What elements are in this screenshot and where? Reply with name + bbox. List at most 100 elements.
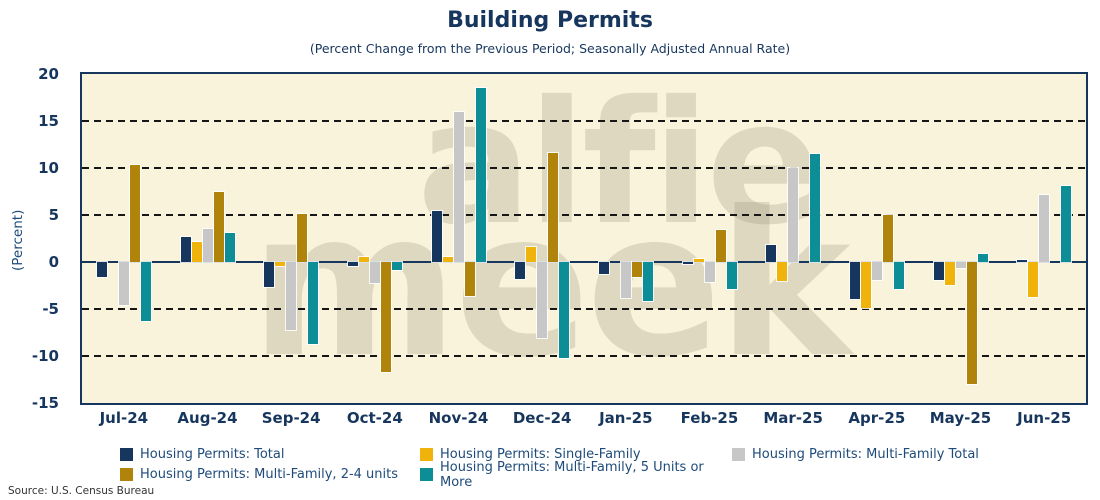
bar-Oct-24-series2: [369, 262, 380, 283]
bar-Jan-25-series2: [620, 262, 631, 298]
y-tick-20: 20: [38, 65, 59, 83]
bar-May-25-series0: [933, 262, 944, 280]
bar-Nov-24-series1: [442, 257, 453, 262]
bar-Oct-24-series3: [380, 262, 391, 372]
bar-Sep-24-series3: [297, 214, 308, 262]
legend-label: Housing Permits: Single-Family: [440, 447, 641, 462]
bar-Mar-25-series2: [788, 168, 799, 262]
legend-color-chip: [732, 448, 745, 461]
bar-Jan-25-series3: [631, 262, 642, 278]
y-tick-15: 15: [38, 112, 59, 130]
bar-Jul-24-series3: [129, 165, 140, 262]
bar-Sep-24-series0: [264, 262, 275, 288]
bar-Jul-24-series2: [118, 262, 129, 306]
bar-Dec-24-series2: [537, 262, 548, 339]
chart-subtitle: (Percent Change from the Previous Period…: [309, 41, 791, 56]
legend-item-series3: Housing Permits: Multi-Family, 2-4 units: [120, 466, 420, 483]
bar-Mar-25-series1: [777, 262, 788, 281]
bar-Jun-25-series1: [1028, 262, 1039, 297]
bar-Jun-25-series2: [1039, 195, 1050, 262]
bar-Mar-25-series0: [766, 245, 777, 262]
bar-Feb-25-series0: [682, 262, 693, 264]
bar-Apr-25-series4: [893, 262, 904, 290]
legend-label: Housing Permits: Multi-Family Total: [752, 447, 979, 462]
x-tick-May-25: May-25: [929, 409, 992, 427]
x-tick-Mar-25: Mar-25: [763, 409, 823, 427]
legend-item-series2: Housing Permits: Multi-Family Total: [732, 446, 979, 463]
bar-Feb-25-series2: [704, 262, 715, 282]
source-note: Source: U.S. Census Bureau: [8, 485, 155, 497]
bar-May-25-series1: [944, 262, 955, 285]
x-tick-Apr-25: Apr-25: [848, 409, 906, 427]
y-tick--10: -10: [31, 347, 59, 365]
gridline-10: [82, 167, 1086, 169]
x-tick-Jun-25: Jun-25: [1017, 409, 1072, 427]
bar-Apr-25-series0: [849, 262, 860, 299]
bar-Aug-24-series4: [224, 232, 235, 262]
bar-Oct-24-series4: [391, 262, 402, 271]
bar-Nov-24-series4: [475, 88, 486, 262]
x-tick-Jan-25: Jan-25: [599, 409, 653, 427]
gridline-15: [82, 120, 1086, 122]
plot-area: alfie meek: [80, 72, 1088, 405]
zero-axis-line: [82, 261, 1086, 263]
bar-Oct-24-series1: [358, 257, 369, 262]
gridline-5: [82, 214, 1086, 216]
legend-label: Housing Permits: Total: [140, 447, 285, 462]
y-axis-title: (Percent): [10, 209, 26, 271]
x-tick-Nov-24: Nov-24: [428, 409, 489, 427]
legend-item-series0: Housing Permits: Total: [120, 446, 420, 463]
y-tick-5: 5: [48, 206, 59, 224]
bar-Nov-24-series0: [431, 211, 442, 262]
legend-item-series4: Housing Permits: Multi-Family, 5 Units o…: [420, 460, 732, 490]
bar-Feb-25-series3: [715, 230, 726, 262]
bar-Aug-24-series1: [191, 242, 202, 262]
bar-Aug-24-series3: [213, 192, 224, 262]
bar-Jul-24-series4: [140, 262, 151, 322]
bar-Apr-25-series1: [860, 262, 871, 309]
legend: Housing Permits: Total Housing Permits: S…: [120, 446, 979, 490]
legend-label: Housing Permits: Multi-Family, 2-4 units: [140, 467, 399, 482]
chart-title: Building Permits: [447, 8, 653, 33]
bar-May-25-series4: [977, 253, 988, 262]
bar-Dec-24-series1: [526, 246, 537, 262]
legend-color-chip: [120, 448, 133, 461]
bar-Feb-25-series4: [726, 262, 737, 290]
bar-Sep-24-series1: [275, 262, 286, 266]
bar-Aug-24-series2: [202, 229, 213, 262]
legend-color-chip: [120, 468, 133, 481]
y-tick-0: 0: [48, 253, 59, 271]
gridline--10: [82, 355, 1086, 357]
bar-Dec-24-series4: [559, 262, 570, 358]
bar-Jan-25-series0: [598, 262, 609, 275]
x-tick-Sep-24: Sep-24: [261, 409, 321, 427]
bar-Jun-25-series0: [1017, 260, 1028, 262]
bar-Sep-24-series2: [286, 262, 297, 330]
legend-color-chip: [420, 468, 433, 481]
bar-Sep-24-series4: [308, 262, 319, 344]
bar-Apr-25-series2: [871, 262, 882, 280]
bar-May-25-series2: [955, 262, 966, 268]
y-tick--5: -5: [42, 300, 59, 318]
bar-Apr-25-series3: [882, 215, 893, 262]
bar-Jul-24-series0: [96, 262, 107, 278]
bar-Oct-24-series0: [347, 262, 358, 266]
bar-Dec-24-series3: [548, 152, 559, 262]
bar-Mar-25-series4: [810, 153, 821, 262]
y-tick--15: -15: [31, 394, 59, 412]
gridline--5: [82, 308, 1086, 310]
x-tick-Feb-25: Feb-25: [680, 409, 739, 427]
legend-item-series1: Housing Permits: Single-Family: [420, 446, 732, 463]
bar-Jan-25-series4: [642, 262, 653, 301]
x-tick-Aug-24: Aug-24: [177, 409, 238, 427]
legend-label: Housing Permits: Multi-Family, 5 Units o…: [440, 459, 704, 490]
bar-Feb-25-series1: [693, 259, 704, 262]
bar-Aug-24-series0: [180, 236, 191, 262]
legend-color-chip: [420, 448, 433, 461]
x-axis-ticks: Jul-24 Aug-24 Sep-24 Oct-24 Nov-24 Dec-24 Jan-…: [82, 409, 1086, 431]
bar-May-25-series3: [966, 262, 977, 385]
bar-Jun-25-series4: [1061, 185, 1072, 262]
x-tick-Jul-24: Jul-24: [99, 409, 149, 427]
bar-Nov-24-series3: [464, 262, 475, 296]
